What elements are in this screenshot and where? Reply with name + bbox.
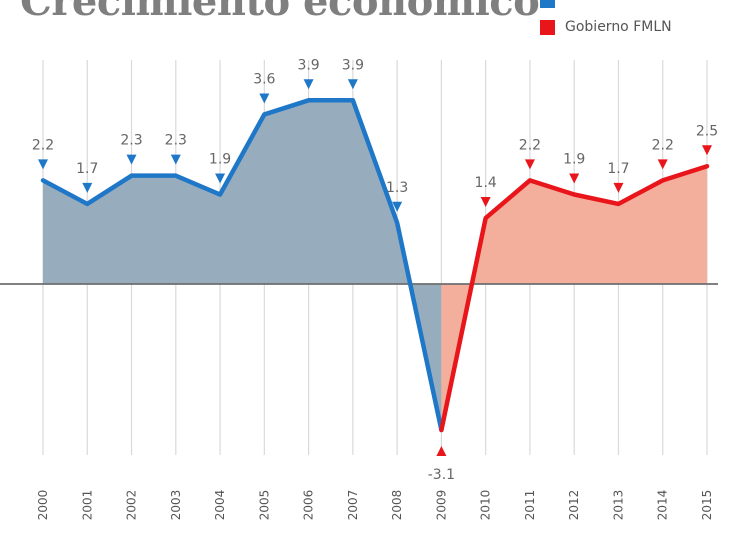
x-tick-label-2012: 2012 [567,490,581,521]
x-tick-label-2002: 2002 [125,490,139,521]
data-label-2006: 3.9 [297,57,319,73]
data-label-2012: 1.9 [563,152,585,168]
data-label-2002: 2.3 [120,133,142,149]
data-label-2005: 3.6 [253,71,275,87]
x-tick-label-2009: 2009 [434,490,448,521]
marker-2011 [524,159,535,170]
data-label-2003: 2.3 [165,133,187,149]
x-tick-label-2004: 2004 [213,490,227,521]
data-label-2013: 1.7 [607,161,629,177]
data-label-2008: 1.3 [386,180,408,196]
marker-2000 [38,159,48,170]
data-label-2001: 1.7 [76,161,98,177]
data-label-2007: 3.9 [342,57,364,73]
marker-2013 [613,182,624,193]
marker-2005 [259,93,270,104]
marker-2010 [480,197,491,208]
marker-2015 [702,145,712,156]
area-series-2 [441,166,707,431]
marker-2007 [347,79,358,90]
chart-title: Crecimiento económico [20,0,540,25]
data-label-2000: 2.2 [32,137,54,153]
x-tick-label-2013: 2013 [611,490,625,521]
marker-2006 [303,79,314,90]
legend-item-fmln: Gobierno FMLN [540,15,672,39]
data-label-2011: 2.2 [519,137,541,153]
x-tick-label-2005: 2005 [257,490,271,521]
x-tick-label-2011: 2011 [523,490,537,521]
legend: Gobierno FMLN [540,0,740,50]
data-label-2010: 1.4 [475,175,497,191]
data-label-2009: -3.1 [428,467,455,483]
marker-2012 [569,173,580,184]
x-tick-label-2001: 2001 [80,490,94,521]
legend-label-fmln: Gobierno FMLN [565,19,672,35]
data-label-2004: 1.9 [209,152,231,168]
x-tick-label-2007: 2007 [346,490,360,521]
marker-2009 [436,446,447,457]
marker-2002 [126,154,137,165]
x-tick-label-2006: 2006 [302,490,316,521]
marker-2003 [170,154,181,165]
line-series-2 [439,164,710,433]
legend-swatch-series-1 [540,0,555,8]
x-tick-label-2014: 2014 [656,490,670,521]
marker-2014 [657,159,668,170]
x-tick-label-2000: 2000 [36,490,50,521]
marker-2008 [392,201,403,212]
x-tick-label-2003: 2003 [169,490,183,521]
data-label-2014: 2.2 [652,137,674,153]
legend-item-series-1 [540,0,565,12]
x-tick-label-2010: 2010 [479,490,493,521]
legend-swatch-fmln [540,19,555,35]
area-series-1 [43,100,442,431]
marker-2001 [82,182,93,193]
line-series-1 [40,98,444,433]
data-label-2015: 2.5 [696,123,718,139]
marker-2004 [215,173,226,184]
x-tick-label-2015: 2015 [700,490,714,521]
x-tick-label-2008: 2008 [390,490,404,521]
